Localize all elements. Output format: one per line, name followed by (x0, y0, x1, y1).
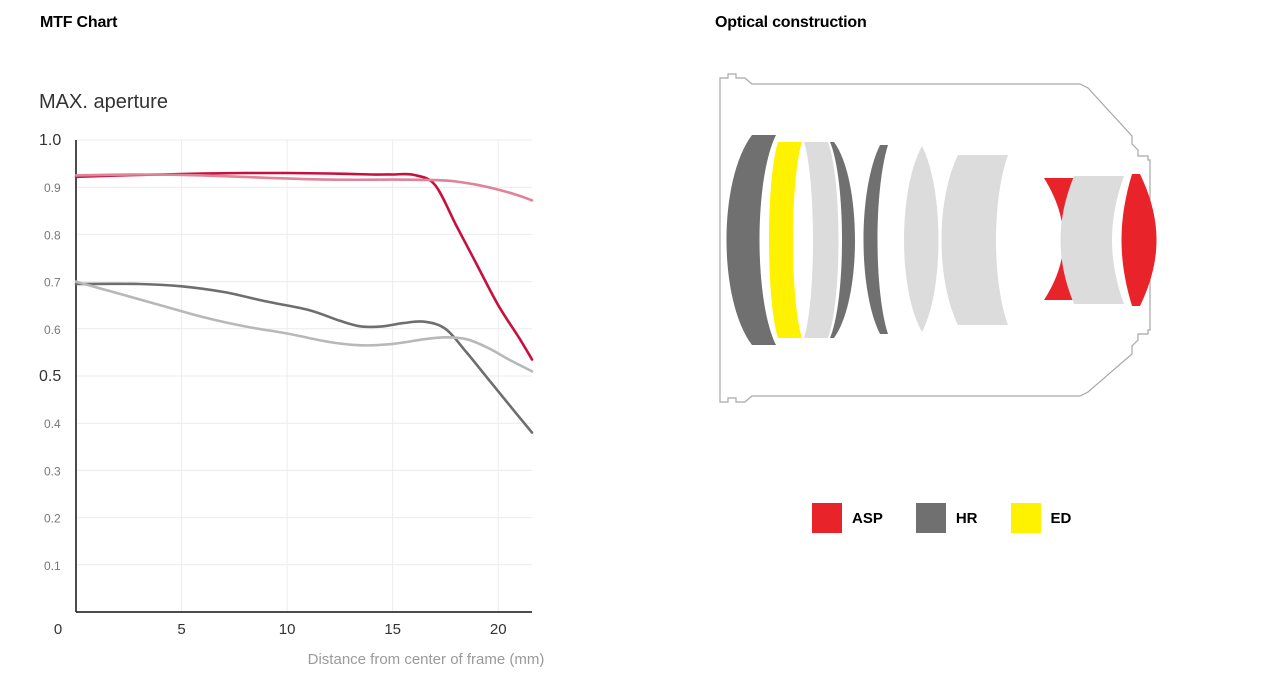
lens-hr-3 (863, 145, 888, 334)
chart-grid (76, 139, 532, 612)
x-tick-label: 0 (54, 621, 62, 638)
legend-item-ed: ED (1010, 503, 1072, 533)
x-tick-label: 20 (490, 621, 507, 638)
series-line-1 (74, 171, 534, 361)
series-line-3 (74, 282, 534, 434)
hr-label: HR (955, 509, 978, 527)
hr-swatch (915, 503, 946, 533)
asp-label: ASP (852, 509, 883, 527)
lens-legend: ASP HR ED (812, 503, 1104, 533)
lens-hr-2 (830, 142, 855, 338)
series-line-2 (74, 173, 534, 202)
y-tick-label: 0.8 (44, 228, 61, 242)
x-tick-label: 10 (279, 621, 296, 638)
lens-hr-1 (726, 135, 776, 345)
chart-tick-labels: 0.1 0.2 0.3 0.4 0.5 0.6 0.7 0.8 0.9 1.0 0 5 10 15 20 (39, 132, 507, 638)
mtf-chart: MAX. aperture 0.10.20.30.40.50.60.70.80.… (39, 91, 545, 668)
legend-item-hr: HR (915, 503, 978, 533)
x-tick-label: 15 (384, 621, 401, 638)
optical-construction-diagram (719, 73, 1157, 403)
series-line-4 (74, 280, 534, 373)
legend-item-asp: ASP (812, 503, 883, 533)
y-tick-label: 1.0 (39, 132, 61, 149)
mtf-chart-heading: MTF Chart (40, 14, 118, 31)
optical-construction-heading: Optical construction (715, 14, 867, 31)
lens-element-3 (941, 155, 1008, 325)
y-tick-label: 0.4 (44, 417, 61, 431)
y-tick-label: 0.9 (44, 181, 61, 195)
lens-ed-1 (769, 142, 802, 338)
x-axis-label: Distance from center of frame (mm) (308, 651, 545, 668)
y-tick-label: 0.1 (44, 559, 61, 573)
asp-swatch (812, 503, 842, 533)
lens-asp-1 (1044, 178, 1074, 300)
lens-element-1 (804, 142, 839, 338)
y-tick-label: 0.2 (44, 512, 61, 526)
lens-barrel-outline (719, 73, 1151, 403)
ed-swatch (1010, 503, 1041, 533)
ed-label: ED (1050, 509, 1072, 527)
y-tick-label: 0.3 (44, 464, 61, 478)
chart-axes (75, 140, 532, 613)
lens-element-2 (904, 146, 939, 332)
y-tick-label: 0.6 (44, 323, 61, 337)
x-tick-label: 5 (177, 621, 185, 638)
chart-series (74, 171, 534, 434)
lens-element-4 (1060, 176, 1124, 304)
chart-title: MAX. aperture (39, 91, 168, 113)
y-tick-label: 0.7 (44, 276, 61, 290)
lens-asp-2 (1121, 174, 1157, 306)
y-tick-label: 0.5 (39, 368, 61, 385)
